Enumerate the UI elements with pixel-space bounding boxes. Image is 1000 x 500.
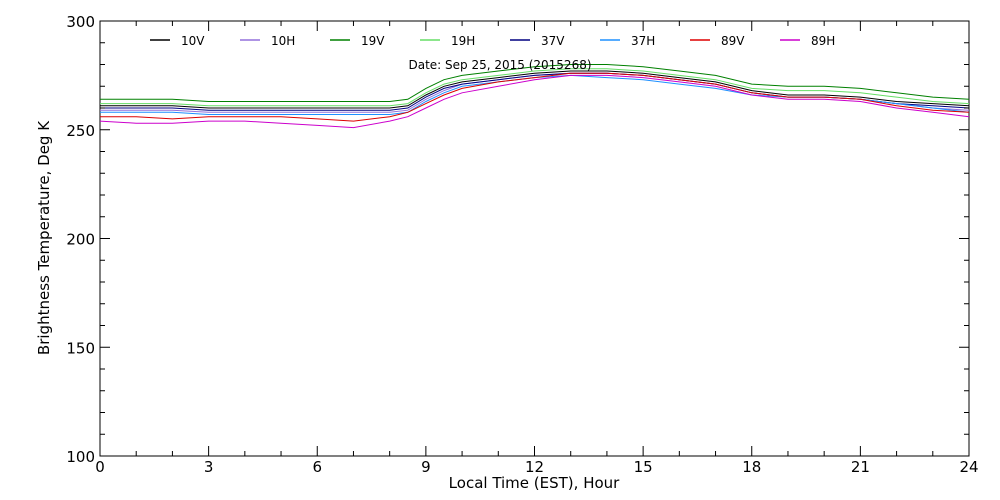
- x-tick-label: 6: [312, 458, 322, 476]
- series-line-89v: [100, 72, 970, 122]
- x-tick-label: 9: [421, 458, 431, 476]
- series-layer: [99, 64, 970, 129]
- legend-label: 89V: [721, 34, 745, 48]
- y-tick-label: 150: [66, 339, 95, 357]
- y-tick-label: 250: [66, 122, 95, 140]
- legend-label: 10H: [271, 34, 295, 48]
- legend-label: 19H: [451, 34, 475, 48]
- series-line-10h: [100, 72, 970, 113]
- series-line-10v: [100, 70, 970, 109]
- x-tick-label: 15: [634, 458, 653, 476]
- y-tick-label: 300: [66, 13, 95, 31]
- plot-area: [99, 20, 970, 457]
- x-tick-label: 3: [204, 458, 214, 476]
- date-annotation: Date: Sep 25, 2015 (2015268): [408, 58, 591, 72]
- x-tick-label: 18: [742, 458, 761, 476]
- legend-label: 10V: [181, 34, 205, 48]
- series-line-37h: [100, 74, 970, 115]
- y-tick-label: 200: [66, 231, 95, 249]
- plot-frame: [99, 20, 970, 457]
- x-tick-label: 24: [959, 458, 978, 476]
- x-tick-label: 0: [95, 458, 105, 476]
- legend-label: 89H: [811, 34, 835, 48]
- legend: 10V 10H 19V 19H 37V 37H 89V 89H: [150, 34, 835, 48]
- series-line-19h: [100, 68, 970, 107]
- x-axis: 0 3 6 9 12 15 18 21 24: [95, 21, 979, 476]
- y-axis: 100 150 200 250 300: [66, 13, 969, 466]
- y-tick-label: 100: [66, 448, 95, 466]
- series-line-19v: [100, 64, 970, 102]
- legend-label: 37H: [631, 34, 655, 48]
- x-axis-title: Local Time (EST), Hour: [449, 474, 620, 492]
- x-tick-label: 12: [525, 458, 544, 476]
- legend-label: 37V: [541, 34, 565, 48]
- legend-label: 19V: [361, 34, 385, 48]
- x-tick-label: 21: [851, 458, 870, 476]
- series-line-89h: [99, 74, 970, 129]
- y-axis-title: Brightness Temperature, Deg K: [35, 120, 53, 355]
